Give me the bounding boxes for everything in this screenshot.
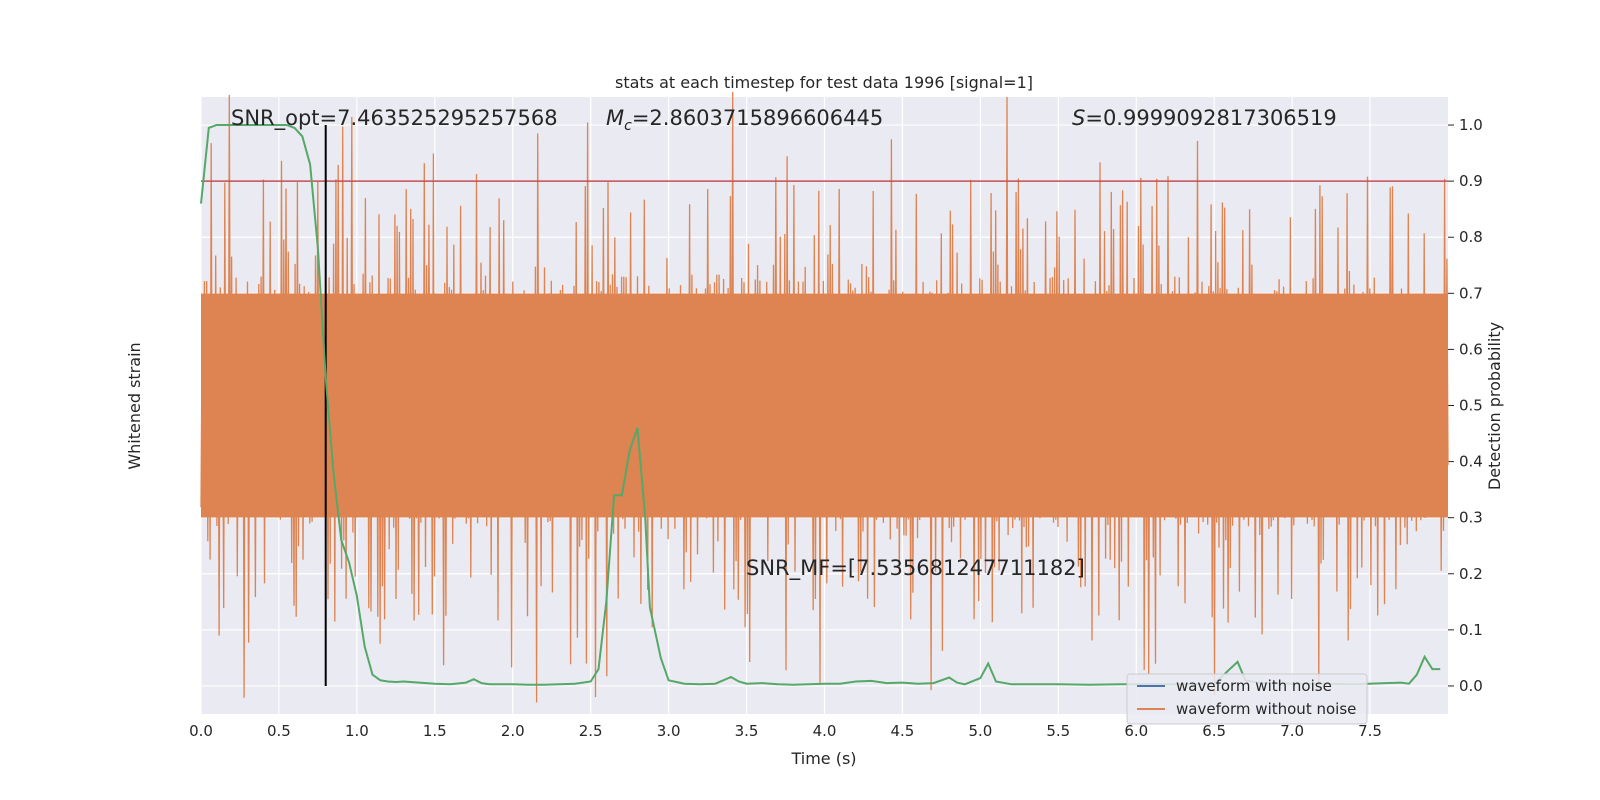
x-tick-label: 7.0 — [1280, 722, 1304, 740]
x-axis-label: Time (s) — [790, 749, 856, 768]
y-tick-label: 0.3 — [1459, 509, 1483, 527]
x-tick-label: 3.5 — [735, 722, 759, 740]
legend-label-without-noise: waveform without noise — [1176, 700, 1356, 718]
y-tick-label: 0.9 — [1459, 172, 1483, 190]
y-tick-label: 0.4 — [1459, 453, 1483, 471]
legend-label-with-noise: waveform with noise — [1176, 677, 1332, 695]
chart-title: stats at each timestep for test data 199… — [615, 73, 1033, 92]
y-axis-right-label: Detection probability — [1485, 322, 1504, 490]
x-tick-label: 6.5 — [1202, 722, 1226, 740]
x-tick-label: 1.0 — [345, 722, 369, 740]
y-tick-label: 0.5 — [1459, 397, 1483, 415]
y-tick-label: 0.2 — [1459, 565, 1483, 583]
y-axis-right: 0.0 0.1 0.2 0.3 0.4 0.5 0.6 0.7 0.8 0.9 1.0 — [1448, 116, 1483, 695]
x-tick-label: 0.5 — [267, 722, 291, 740]
x-tick-label: 0.0 — [189, 722, 213, 740]
y-tick-label: 0.7 — [1459, 284, 1483, 302]
x-tick-label: 3.0 — [657, 722, 681, 740]
snr-mf-annotation: SNR_MF=[7.535681247711182] — [746, 556, 1085, 581]
x-tick-label: 5.5 — [1046, 722, 1070, 740]
x-tick-label: 4.5 — [891, 722, 915, 740]
y-tick-label: 0.0 — [1459, 677, 1483, 695]
legend-box — [1126, 673, 1368, 725]
x-tick-label: 2.0 — [501, 722, 525, 740]
snr-opt-annotation: SNR_opt=7.463525295257568 — [231, 106, 558, 131]
x-tick-label: 2.5 — [579, 722, 603, 740]
x-tick-label: 4.0 — [813, 722, 837, 740]
x-tick-label: 5.0 — [968, 722, 992, 740]
score-annotation: S=0.9999092817306519 — [1072, 106, 1337, 130]
chirp-mass-subscript: c — [624, 118, 632, 134]
chirp-mass-value: =2.8603715896606445 — [632, 106, 883, 130]
y-tick-label: 0.6 — [1459, 340, 1483, 358]
y-tick-label: 0.1 — [1459, 621, 1483, 639]
score-symbol: S — [1072, 106, 1085, 130]
y-axis-left-label: Whitened strain — [125, 342, 144, 469]
chirp-mass-symbol: M — [606, 106, 624, 130]
y-tick-label: 1.0 — [1459, 116, 1483, 134]
legend: waveform with noise waveform without noi… — [1126, 673, 1368, 725]
x-tick-label: 6.0 — [1124, 722, 1148, 740]
y-tick-label: 0.8 — [1459, 228, 1483, 246]
chirp-mass-annotation: Mc=2.8603715896606445 — [606, 106, 883, 134]
score-value: =0.9999092817306519 — [1085, 106, 1336, 130]
x-axis: 0.0 0.5 1.0 1.5 2.0 2.5 3.0 3.5 4.0 4.5 5.0 5.5 6.0 6… — [189, 722, 1382, 740]
waveform-without-noise-line — [200, 91, 1449, 703]
x-tick-label: 1.5 — [423, 722, 447, 740]
x-tick-label: 7.5 — [1358, 722, 1382, 740]
waveform-series — [200, 91, 1449, 703]
